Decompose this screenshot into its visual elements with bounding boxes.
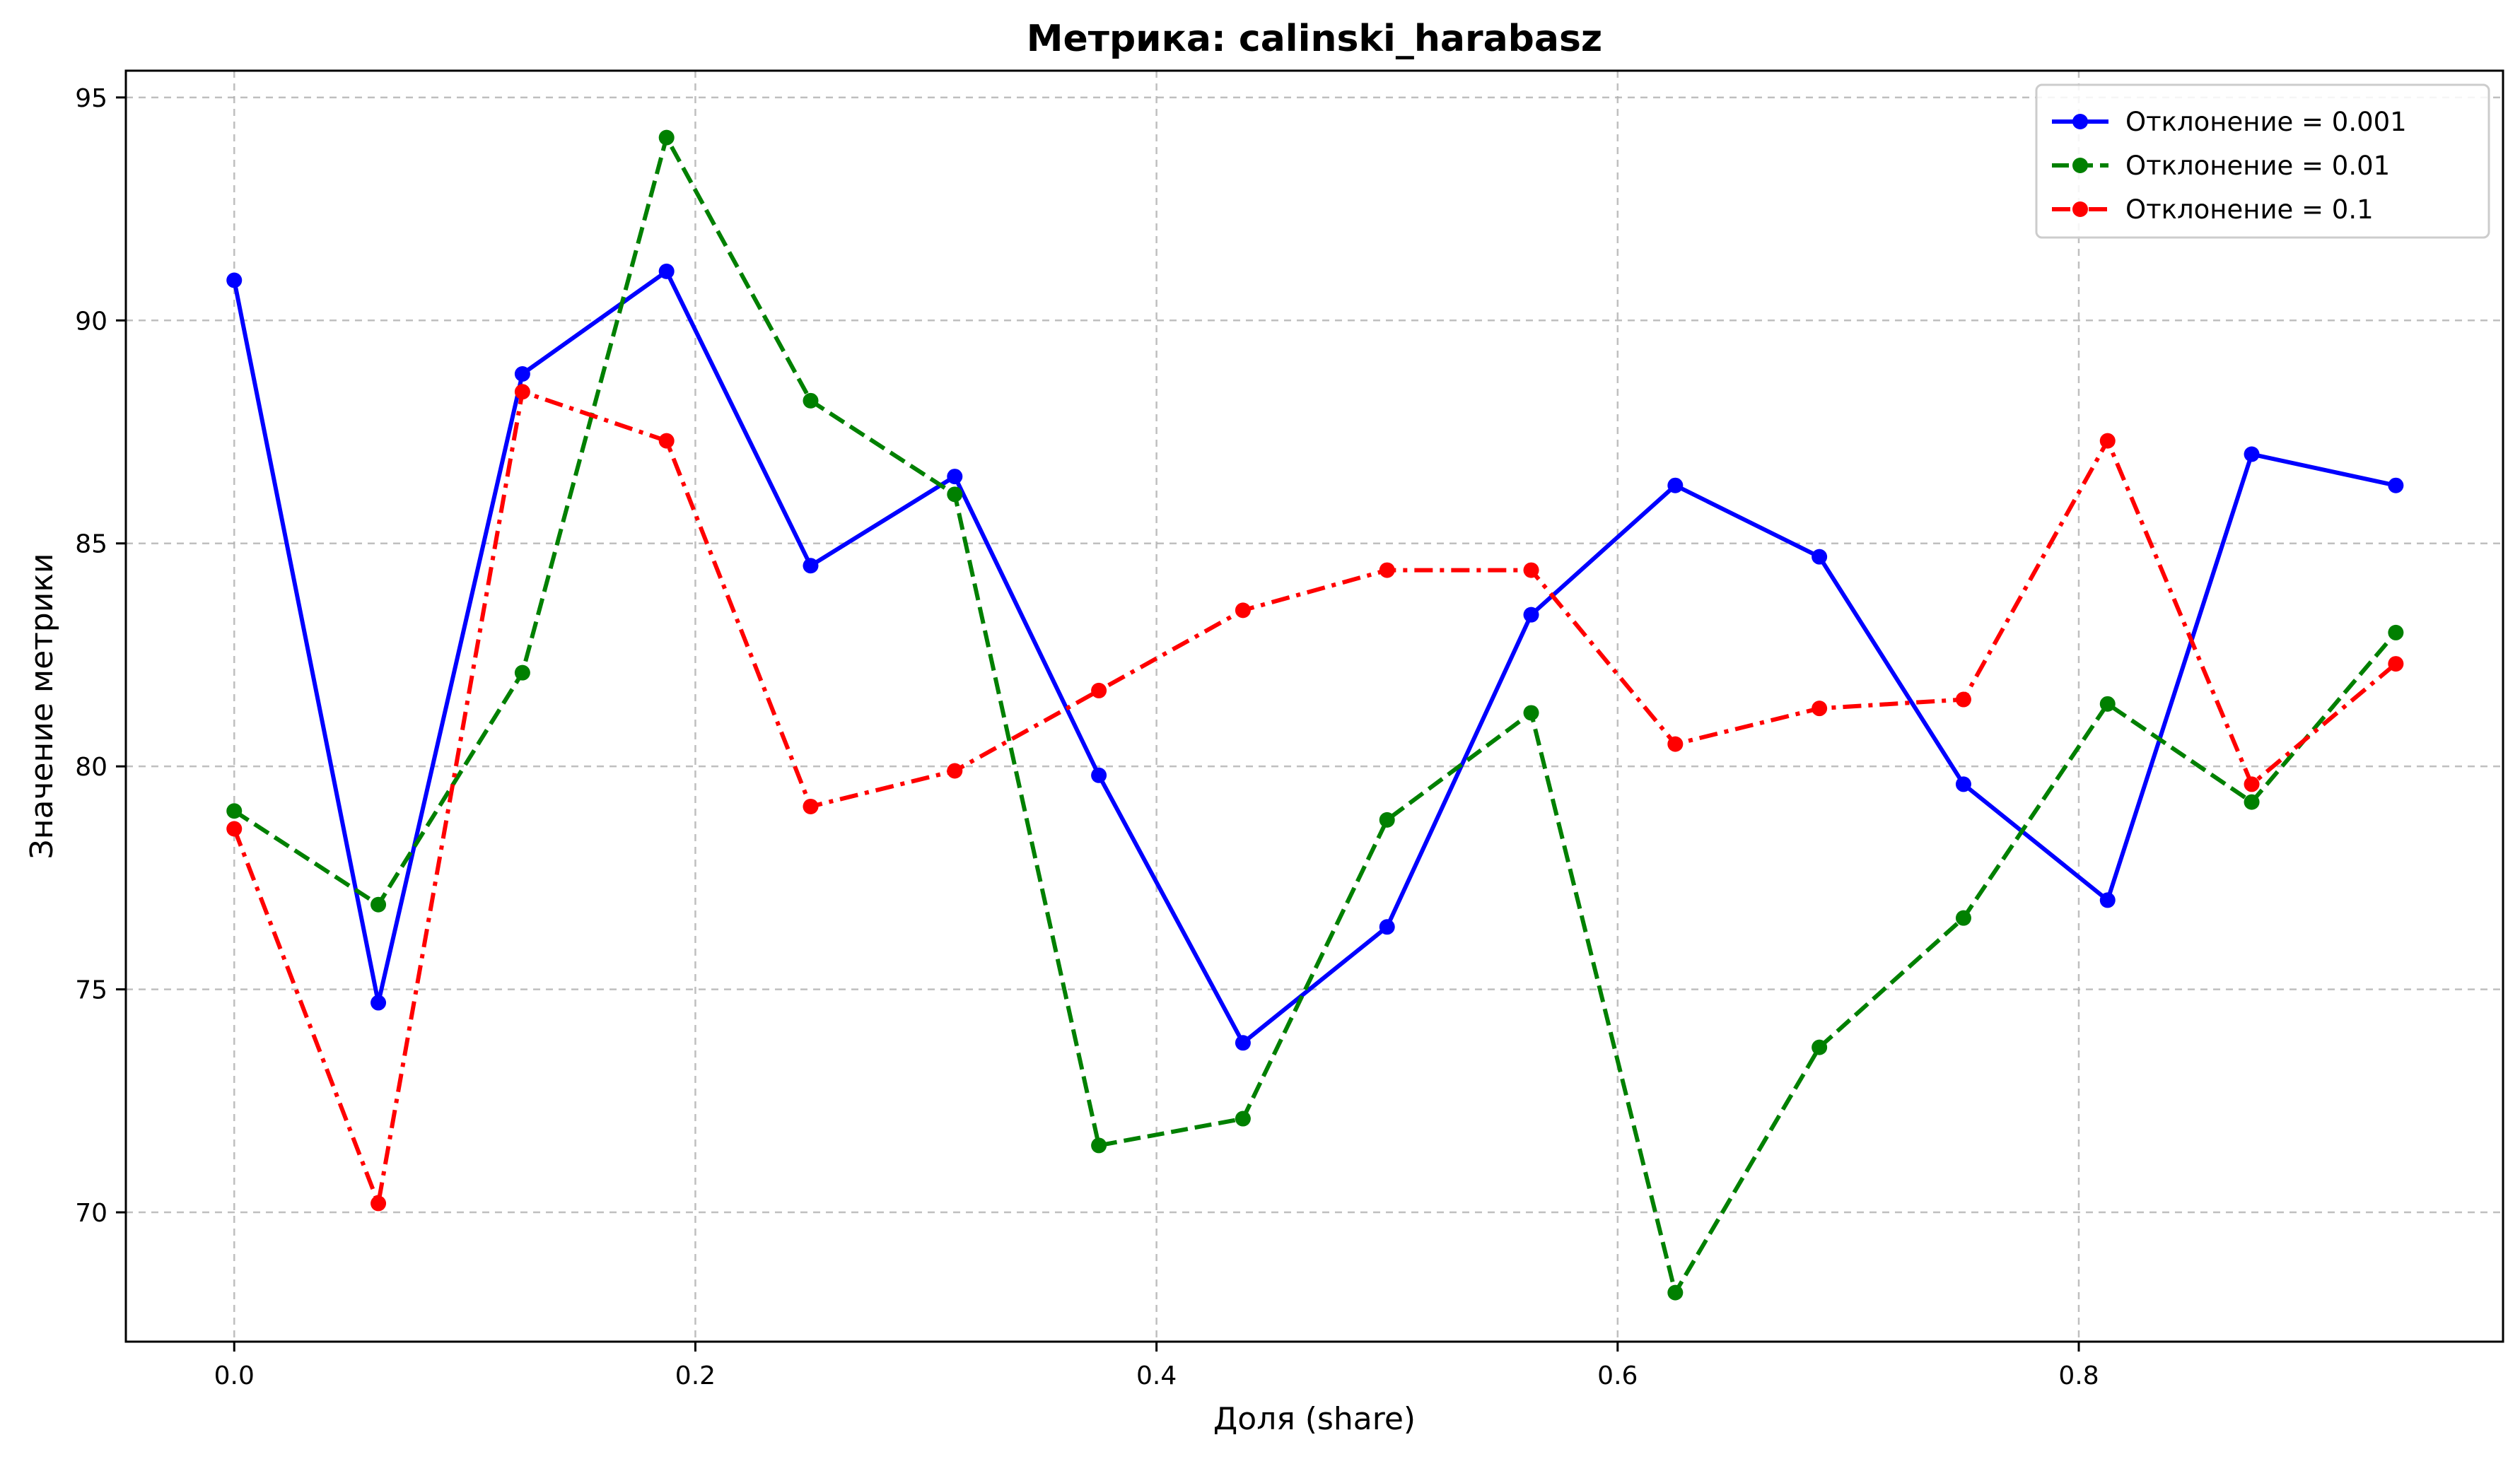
y-tick-label: 70 — [75, 1199, 107, 1228]
series-line — [233, 135, 2398, 1295]
legend-label: Отклонение = 0.1 — [2125, 194, 2374, 225]
x-tick-label: 0.4 — [1136, 1361, 1177, 1390]
data-point — [803, 392, 819, 409]
chart-title: Метрика: calinski_harabasz — [1027, 18, 1602, 60]
data-point — [1523, 705, 1539, 721]
data-point — [514, 664, 530, 681]
data-point — [371, 995, 387, 1011]
data-point — [1523, 607, 1539, 623]
data-point — [1379, 919, 1395, 935]
plot-frame — [124, 69, 2504, 1343]
series-1 — [226, 263, 2404, 1051]
series-layer — [226, 129, 2404, 1301]
data-point — [2388, 624, 2404, 640]
data-point — [2244, 776, 2260, 792]
data-point — [947, 469, 963, 485]
x-tick-label: 0.2 — [675, 1361, 716, 1390]
legend-label: Отклонение = 0.01 — [2125, 151, 2390, 181]
data-point — [514, 365, 530, 382]
data-point — [1379, 811, 1395, 828]
data-point — [803, 798, 819, 814]
legend-item: Отклонение = 0.001 — [2052, 107, 2407, 137]
legend-item: Отклонение = 0.01 — [2052, 151, 2390, 181]
data-point — [1379, 562, 1395, 578]
series-2 — [226, 129, 2404, 1301]
data-point — [1667, 1284, 1684, 1301]
y-axis-label: Значение метрики — [24, 553, 60, 859]
data-point — [658, 129, 675, 146]
data-point — [2388, 477, 2404, 493]
data-point — [226, 272, 243, 288]
data-point — [1523, 562, 1539, 578]
y-tick-label: 80 — [75, 753, 107, 782]
data-point — [1235, 1111, 1251, 1127]
data-point — [1091, 682, 1107, 698]
ticks: 0.0 0.2 0.4 0.6 0.8 70 75 80 85 90 95 — [75, 84, 2099, 1390]
grid — [126, 71, 2503, 1342]
data-point — [371, 896, 387, 913]
y-tick-label: 75 — [75, 976, 107, 1005]
data-point — [1667, 736, 1684, 752]
data-point — [947, 763, 963, 779]
series-3 — [226, 384, 2404, 1212]
data-point — [1812, 701, 1828, 717]
data-point — [1667, 477, 1684, 493]
data-point — [1955, 691, 1971, 708]
series-line — [232, 269, 2397, 1045]
data-point — [226, 803, 243, 819]
legend-swatch-marker — [2072, 158, 2088, 173]
data-point — [514, 384, 530, 400]
legend-item: Отклонение = 0.1 — [2052, 194, 2374, 225]
data-point — [803, 558, 819, 574]
x-axis-label: Доля (share) — [1213, 1401, 1416, 1437]
data-point — [1955, 910, 1971, 926]
data-point — [2099, 892, 2116, 908]
legend-label: Отклонение = 0.001 — [2125, 107, 2407, 137]
legend: Отклонение = 0.001 Отклонение = 0.01 Откло… — [2035, 83, 2490, 239]
x-tick-label: 0.0 — [214, 1361, 255, 1390]
data-point — [226, 821, 243, 837]
legend-swatch-marker — [2072, 114, 2088, 129]
data-point — [1812, 549, 1828, 565]
y-tick-label: 85 — [75, 530, 107, 559]
data-point — [2244, 794, 2260, 810]
data-point — [2099, 433, 2116, 449]
data-point — [1812, 1039, 1828, 1055]
legend-swatch-marker — [2072, 201, 2088, 217]
data-point — [1091, 1137, 1107, 1154]
data-point — [371, 1195, 387, 1212]
data-point — [658, 263, 675, 279]
data-point — [1091, 767, 1107, 783]
legend-box — [2035, 83, 2490, 239]
data-point — [658, 433, 675, 449]
y-tick-label: 95 — [75, 84, 107, 113]
data-point — [1235, 1035, 1251, 1051]
data-point — [947, 486, 963, 503]
data-point — [1955, 776, 1971, 792]
y-tick-label: 90 — [75, 307, 107, 336]
data-point — [1235, 602, 1251, 619]
data-point — [2099, 696, 2116, 712]
data-point — [2388, 656, 2404, 672]
x-tick-label: 0.8 — [2058, 1361, 2099, 1390]
series-line — [232, 389, 2398, 1206]
x-tick-label: 0.6 — [1597, 1361, 1638, 1390]
data-point — [2244, 446, 2260, 462]
